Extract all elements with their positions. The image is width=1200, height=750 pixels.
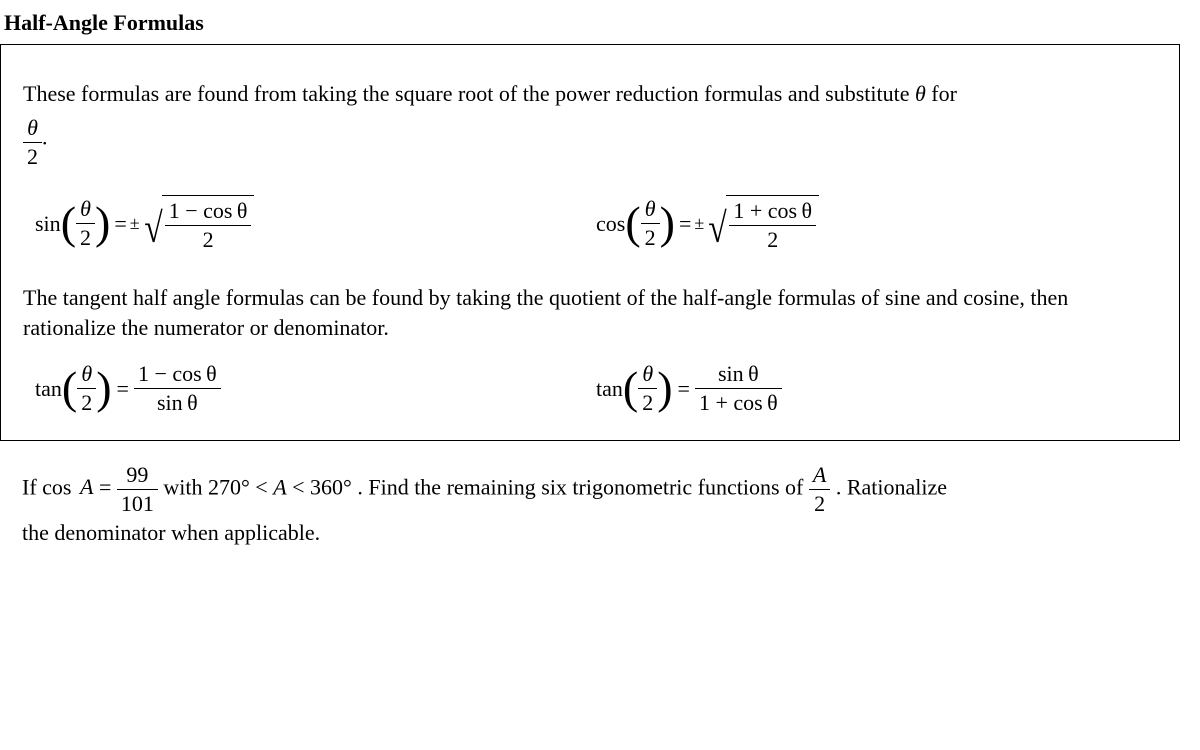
for-word: for	[926, 81, 957, 106]
equals: =	[679, 211, 691, 237]
cos-fn: cos	[596, 211, 625, 237]
plus-minus-icon: ±	[130, 213, 140, 234]
tan-fn: tan	[596, 376, 623, 402]
interval-end: < 360° . Find the remaining six trigonom…	[287, 474, 809, 499]
tan-explanation: The tangent half angle formulas can be f…	[23, 283, 1157, 345]
sin-half-angle-formula: sin ( θ 2 ) = ± √ 1 − cos θ 2	[35, 195, 596, 252]
sqrt-icon: √ 1 + cos θ 2	[706, 195, 819, 252]
sin-arg-num: θ	[76, 197, 95, 224]
problem-line2: the denominator when applicable.	[22, 520, 320, 545]
two-denominator: 2	[23, 143, 42, 169]
cos-sqrt-den: 2	[729, 226, 816, 252]
tan-b-rhs: sin θ 1 + cos θ	[695, 362, 782, 415]
tan-a-rhs-num: 1 − cos θ	[134, 362, 221, 389]
tan-arg-b: θ 2	[638, 362, 657, 415]
intro-prefix: These formulas are found from taking the…	[23, 81, 915, 106]
page-container: Half-Angle Formulas These formulas are f…	[0, 0, 1200, 569]
frac-den-101: 101	[117, 490, 158, 516]
section-title: Half-Angle Formulas	[4, 10, 1180, 36]
tan-a-arg-den: 2	[77, 389, 96, 415]
sin-arg-den: 2	[76, 224, 95, 250]
tan-b-arg-den: 2	[638, 389, 657, 415]
cos-sqrt-num: 1 + cos θ	[729, 199, 816, 226]
equals: =	[99, 474, 117, 499]
cos-arg-den: 2	[641, 224, 660, 250]
problem-statement: If cos A = 99 101 with 270° < A < 360° .…	[22, 463, 1158, 549]
problem-tail: . Rationalize	[836, 474, 947, 499]
tan-b-rhs-den: 1 + cos θ	[695, 389, 782, 415]
tan-half-angle-formula-a: tan ( θ 2 ) = 1 − cos θ sin θ	[35, 362, 596, 415]
period: .	[42, 125, 48, 150]
tan-b-arg-num: θ	[638, 362, 657, 389]
cos-sqrt-frac: 1 + cos θ 2	[729, 199, 816, 252]
tan-a-rhs: 1 − cos θ sin θ	[134, 362, 221, 415]
intro-text: These formulas are found from taking the…	[23, 79, 1157, 169]
equals: =	[117, 376, 129, 402]
cos-arg: θ 2	[641, 197, 660, 250]
theta-symbol: θ	[915, 81, 926, 106]
formula-box: These formulas are found from taking the…	[0, 44, 1180, 441]
tan-row: tan ( θ 2 ) = 1 − cos θ sin θ tan	[35, 362, 1157, 415]
ninety-nine-over-101: 99 101	[117, 463, 158, 516]
variable-a: A	[273, 474, 286, 499]
sin-sqrt-num: 1 − cos θ	[165, 199, 252, 226]
problem-prefix: If cos	[22, 474, 71, 499]
with-interval: with 270° <	[163, 474, 273, 499]
theta-numerator: θ	[23, 116, 42, 143]
sqrt-icon: √ 1 − cos θ 2	[142, 195, 255, 252]
tan-a-arg-num: θ	[77, 362, 96, 389]
equals: =	[678, 376, 690, 402]
tan-half-angle-formula-b: tan ( θ 2 ) = sin θ 1 + cos θ	[596, 362, 1157, 415]
cos-half-angle-formula: cos ( θ 2 ) = ± √ 1 + cos θ 2	[596, 195, 1157, 252]
a-over-2-den: 2	[809, 490, 830, 516]
variable-a: A	[80, 474, 93, 499]
tan-arg-a: θ 2	[77, 362, 96, 415]
a-over-two: A 2	[809, 463, 830, 516]
sin-cos-row: sin ( θ 2 ) = ± √ 1 − cos θ 2	[35, 195, 1157, 252]
a-over-2-num: A	[809, 463, 830, 490]
sin-sqrt-frac: 1 − cos θ 2	[165, 199, 252, 252]
tan-b-rhs-num: sin θ	[695, 362, 782, 389]
theta-over-two: θ 2	[23, 116, 42, 169]
sin-sqrt-den: 2	[165, 226, 252, 252]
sin-arg: θ 2	[76, 197, 95, 250]
frac-num-99: 99	[117, 463, 158, 490]
tan-fn: tan	[35, 376, 62, 402]
equals: =	[114, 211, 126, 237]
cos-arg-num: θ	[641, 197, 660, 224]
plus-minus-icon: ±	[694, 213, 704, 234]
sin-fn: sin	[35, 211, 61, 237]
tan-a-rhs-den: sin θ	[134, 389, 221, 415]
